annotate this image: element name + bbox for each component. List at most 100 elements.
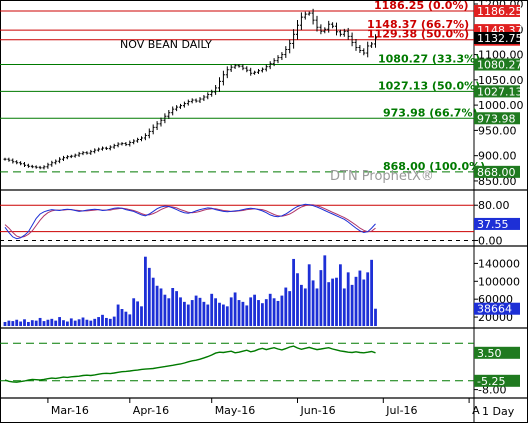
- volume-bar: [112, 316, 116, 326]
- volume-bar: [264, 299, 268, 326]
- date-axis-label: Mar-16: [51, 404, 89, 417]
- volume-bar: [58, 317, 61, 326]
- volume-bar: [120, 309, 124, 326]
- price-tags: 1186.251148.371129.381080.271027.13973.9…: [474, 5, 523, 179]
- volume-bar: [292, 258, 295, 326]
- volume-bar: [132, 298, 136, 326]
- last-price-tag-label: 1132.75: [477, 32, 523, 45]
- volume-value-tag: [474, 302, 520, 315]
- volume-bar: [69, 318, 73, 326]
- volume-bar: [214, 298, 217, 326]
- volume-bar: [50, 318, 54, 326]
- volume-bar: [66, 321, 69, 326]
- volume-bar: [167, 298, 171, 326]
- retracement-label: 868.00 (100.0%): [383, 160, 485, 173]
- date-axis-label: Apr-16: [133, 404, 169, 417]
- retracement-price-tag: [474, 112, 520, 125]
- volume-bar: [54, 320, 58, 326]
- volume-bar: [136, 301, 139, 326]
- volume-bar: [296, 273, 299, 326]
- volume-axis-label: 100000: [478, 275, 520, 288]
- volume-bar: [288, 291, 292, 326]
- price-axis-label: 900.00: [478, 150, 517, 163]
- volume-bar: [354, 276, 358, 326]
- volume-bar: [186, 304, 190, 326]
- timeframe-label[interactable]: 1 Day: [482, 405, 515, 418]
- volume-bar: [342, 288, 346, 326]
- stochastic-value-tag-label: 37.55: [477, 218, 509, 231]
- volume-axis-label: 140000: [478, 257, 520, 270]
- volume-bar: [144, 256, 147, 326]
- volume-bar: [171, 288, 175, 326]
- volume-bar: [124, 311, 128, 326]
- volume-bar: [202, 301, 206, 326]
- retracement-price-tag-label: 868.00: [477, 166, 516, 179]
- volume-bar: [62, 320, 65, 326]
- volume-bar: [38, 317, 42, 326]
- volume-bar: [300, 284, 303, 326]
- volume-bar: [159, 288, 163, 326]
- volume-bar: [335, 277, 338, 326]
- cot-value-tag-label: 3.50: [477, 347, 502, 360]
- volume-bar: [46, 319, 50, 326]
- retracement-label: 1186.25 (0.0%): [374, 0, 469, 12]
- retracement-price-tag: [474, 85, 520, 98]
- retracement-label: 1148.37 (66.7%): [367, 18, 469, 31]
- stochastic-k-line: [4, 203, 376, 240]
- volume-bar: [15, 319, 19, 326]
- volume-bar: [179, 297, 182, 326]
- volume-bar: [374, 308, 377, 326]
- chart-title: NOV BEAN DAILY: [120, 38, 212, 51]
- volume-bar: [30, 320, 34, 326]
- volume-bar: [218, 302, 221, 326]
- retracement-price-tag-label: 1027.13: [477, 85, 523, 98]
- retracement-price-tag: [474, 58, 520, 71]
- volume-bar: [155, 285, 159, 326]
- volume-bar: [253, 294, 256, 326]
- retracement-price-tag: [474, 165, 520, 178]
- volume-bar: [19, 321, 22, 326]
- retracement-price-tag-label: 973.98: [477, 112, 516, 125]
- volume-bar: [307, 264, 311, 326]
- volume-bar: [241, 301, 245, 326]
- volume-bar: [225, 306, 229, 326]
- watermark: DTN ProphetX®: [330, 169, 434, 184]
- cot-panel: -8.00 3.50 -5.25: [0, 342, 520, 397]
- volume-bar: [163, 294, 167, 326]
- volume-bar: [249, 297, 253, 326]
- volume-bar: [151, 277, 155, 326]
- price-axis-label: 1100.00: [478, 49, 524, 62]
- volume-bar: [206, 304, 210, 326]
- volume-bar: [85, 319, 89, 326]
- volume-bar: [116, 304, 120, 326]
- volume-bar: [261, 303, 264, 326]
- retracement-price-tag-label: 1080.27: [477, 59, 523, 72]
- volume-bar: [257, 300, 260, 326]
- volume-bar: [105, 317, 108, 326]
- cot-index-line: [4, 345, 376, 383]
- volume-bar: [42, 321, 46, 326]
- volume-bar: [81, 317, 85, 326]
- volume-bar: [319, 270, 323, 326]
- volume-bar: [101, 314, 104, 326]
- price-axis-label: 1050.00: [478, 74, 524, 87]
- volume-bar: [183, 301, 186, 326]
- volume-bar: [229, 297, 233, 326]
- volume-bar: [276, 300, 280, 326]
- volume-bar: [198, 297, 202, 326]
- volume-bar: [284, 287, 288, 326]
- last-price-tag: [474, 31, 520, 44]
- volume-bar: [358, 270, 362, 326]
- volume-bar: [280, 295, 284, 326]
- volume-bar: [7, 320, 11, 326]
- retracement-label: 973.98 (66.7%): [383, 106, 478, 119]
- volume-bar: [245, 305, 249, 326]
- volume-bar: [194, 295, 198, 326]
- volume-bar: [350, 284, 354, 326]
- volume-bar: [175, 291, 178, 326]
- volume-bar: [190, 300, 194, 326]
- volume-bar: [303, 288, 307, 326]
- price-axis-label: 850.00: [478, 175, 517, 188]
